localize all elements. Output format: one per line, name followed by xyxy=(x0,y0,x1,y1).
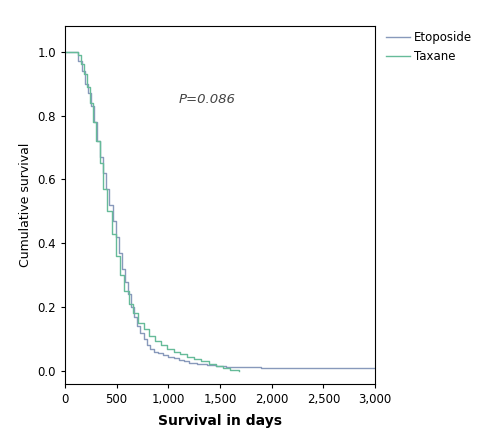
Etoposide xyxy=(97,154,103,160)
Etoposide xyxy=(134,324,140,329)
Taxane xyxy=(191,356,197,361)
Etoposide xyxy=(94,139,100,144)
Etoposide xyxy=(78,68,84,74)
Line: Taxane: Taxane xyxy=(65,52,238,371)
Etoposide xyxy=(258,365,264,370)
Etoposide xyxy=(279,365,285,370)
Taxane xyxy=(158,342,164,347)
Text: P=0.086: P=0.086 xyxy=(178,93,236,106)
Etoposide xyxy=(186,360,192,365)
Taxane xyxy=(170,349,176,354)
Taxane xyxy=(121,289,127,294)
Taxane xyxy=(236,368,242,374)
Etoposide xyxy=(146,346,152,351)
Etoposide xyxy=(223,364,229,369)
Taxane xyxy=(100,186,106,191)
Etoposide xyxy=(155,351,161,356)
X-axis label: Survival in days: Survival in days xyxy=(158,414,282,428)
Etoposide xyxy=(116,250,121,255)
Etoposide xyxy=(138,330,143,335)
Etoposide xyxy=(106,202,112,208)
Taxane xyxy=(104,209,110,214)
Etoposide xyxy=(181,359,187,364)
Etoposide xyxy=(84,91,90,96)
Etoposide xyxy=(110,218,116,224)
Etoposide xyxy=(160,352,166,358)
Etoposide xyxy=(330,365,336,370)
Etoposide xyxy=(131,314,137,319)
Etoposide xyxy=(122,279,128,284)
Taxane xyxy=(146,333,152,338)
Taxane xyxy=(206,361,212,367)
Etoposide xyxy=(372,365,378,370)
Taxane xyxy=(152,338,158,343)
Etoposide xyxy=(76,59,82,64)
Taxane xyxy=(93,139,99,144)
Legend: Etoposide, Taxane: Etoposide, Taxane xyxy=(381,26,477,68)
Taxane xyxy=(96,161,102,166)
Taxane xyxy=(213,363,219,368)
Taxane xyxy=(198,359,204,364)
Etoposide xyxy=(112,234,118,239)
Etoposide xyxy=(125,292,131,297)
Etoposide xyxy=(144,343,150,348)
Taxane xyxy=(184,354,190,359)
Etoposide xyxy=(82,81,87,86)
Taxane xyxy=(76,52,82,58)
Taxane xyxy=(62,49,68,54)
Taxane xyxy=(136,320,141,326)
Etoposide xyxy=(100,170,106,176)
Taxane xyxy=(126,301,132,307)
Taxane xyxy=(164,346,170,351)
Taxane xyxy=(228,367,234,372)
Taxane xyxy=(80,72,86,77)
Etoposide xyxy=(140,337,146,342)
Etoposide xyxy=(104,186,110,191)
Etoposide xyxy=(151,349,157,354)
Line: Etoposide: Etoposide xyxy=(65,52,375,368)
Taxane xyxy=(220,365,226,370)
Etoposide xyxy=(62,49,68,54)
Taxane xyxy=(112,253,118,259)
Etoposide xyxy=(243,364,249,370)
Taxane xyxy=(78,62,84,67)
Etoposide xyxy=(204,363,210,368)
Taxane xyxy=(177,352,183,357)
Taxane xyxy=(140,327,146,332)
Taxane xyxy=(72,49,78,54)
Etoposide xyxy=(128,304,134,310)
Taxane xyxy=(130,311,136,316)
Etoposide xyxy=(88,103,94,109)
Taxane xyxy=(84,84,89,89)
Taxane xyxy=(117,272,123,278)
Etoposide xyxy=(91,119,97,125)
Etoposide xyxy=(213,364,219,369)
Etoposide xyxy=(176,357,182,362)
Etoposide xyxy=(72,49,78,54)
Etoposide xyxy=(170,355,176,361)
Taxane xyxy=(87,100,93,106)
Taxane xyxy=(108,231,114,236)
Etoposide xyxy=(194,361,200,367)
Etoposide xyxy=(119,266,125,271)
Etoposide xyxy=(232,364,238,370)
Etoposide xyxy=(166,354,172,359)
Y-axis label: Cumulative survival: Cumulative survival xyxy=(19,143,32,267)
Etoposide xyxy=(300,365,306,370)
Taxane xyxy=(90,119,96,125)
